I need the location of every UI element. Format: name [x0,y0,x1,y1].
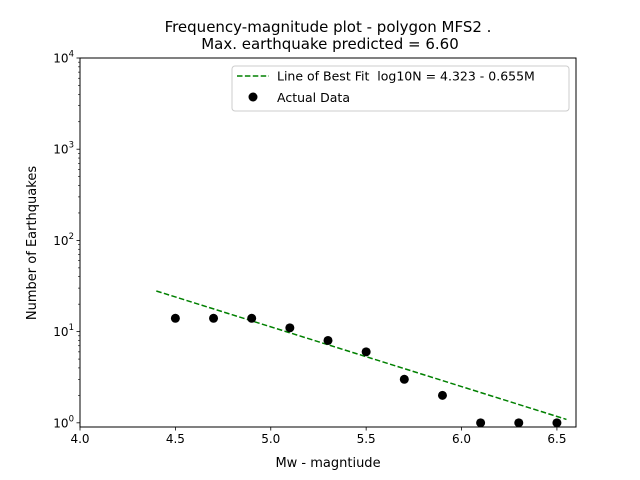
y-tick-exponent: 0 [69,414,74,424]
x-tick-label: 6.5 [547,432,566,446]
x-tick-label: 6.0 [452,432,471,446]
plot-frame [79,57,577,428]
data-point [552,418,562,428]
x-tick-label: 5.5 [357,432,376,446]
chart-title: Frequency-magnitude plot - polygon MFS2 … [165,18,492,36]
x-axis-label: Mw - magntiude [275,456,380,471]
y-tick-base: 10 [53,52,68,66]
data-point [476,418,486,428]
data-point [514,418,524,428]
data-point [209,313,219,323]
x-tick-label: 5.0 [261,432,280,446]
x-tick-label: 4.0 [70,432,89,446]
y-tick-exponent: 1 [69,323,74,333]
y-tick-label: 100 [53,414,74,430]
data-point [399,374,409,384]
y-tick-label: 101 [53,323,74,339]
data-point [285,323,295,333]
x-tick-label: 4.5 [166,432,185,446]
y-tick-exponent: 2 [69,232,74,242]
data-point [170,313,180,323]
data-point [437,390,447,400]
legend: Line of Best Fit log10N = 4.323 - 0.655M… [231,65,570,112]
data-point [361,347,371,357]
chart-subtitle: Max. earthquake predicted = 6.60 [201,35,459,53]
legend-box [231,65,570,112]
series-layer [156,290,567,428]
legend-actual-data-marker [248,92,258,102]
y-tick-label: 103 [53,141,74,157]
best-fit-line [156,290,567,421]
x-axis-ticks: 4.0 4.5 5.0 5.5 6.0 6.5 [70,427,566,446]
data-point [323,335,333,345]
legend-actual-data-label: Actual Data [277,90,350,105]
y-tick-base: 10 [53,143,68,157]
y-tick-base: 10 [53,234,68,248]
y-tick-base: 10 [53,416,68,430]
y-tick-exponent: 4 [69,50,74,60]
y-tick-label: 102 [53,232,74,248]
y-tick-base: 10 [53,325,68,339]
legend-fit-line-label: Line of Best Fit log10N = 4.323 - 0.655M [277,69,535,84]
data-point [247,313,257,323]
y-axis-label: Number of Earthquakes [25,166,40,320]
y-tick-exponent: 3 [69,141,74,151]
y-tick-label: 104 [53,50,74,66]
